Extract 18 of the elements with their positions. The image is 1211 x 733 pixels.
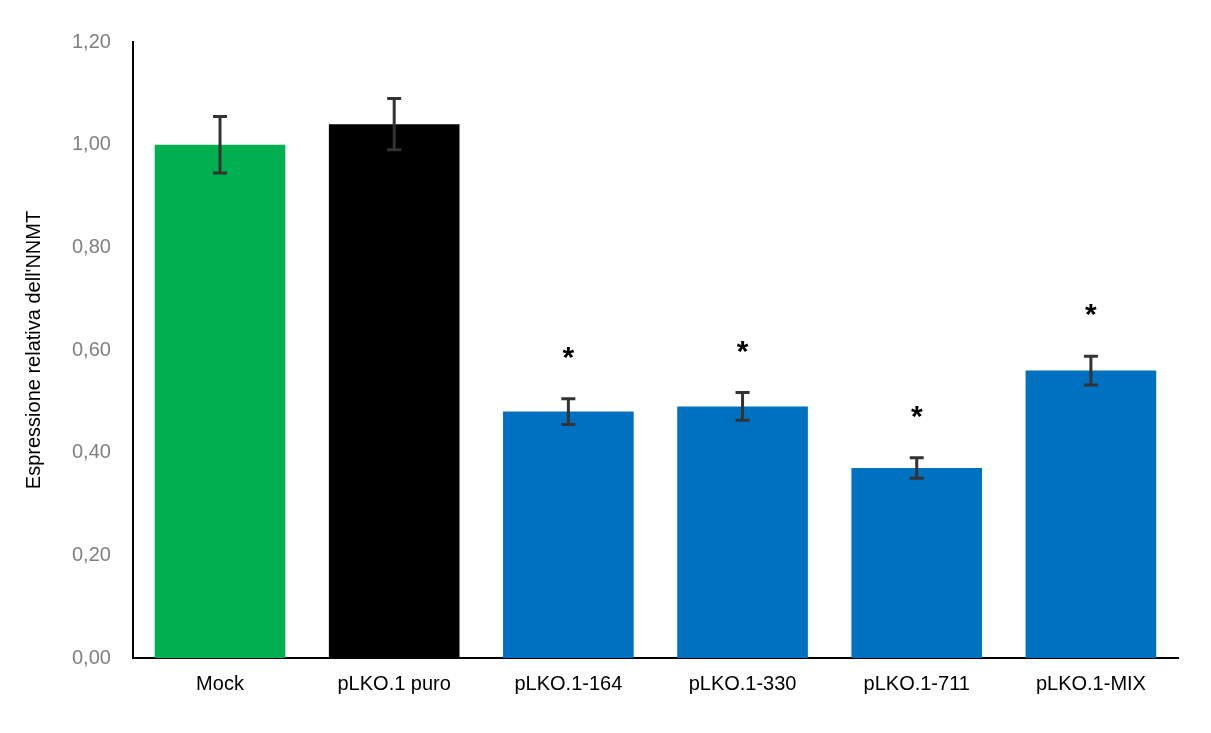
annotation: * xyxy=(736,333,749,367)
y-axis-title: Espressione relativa dell'NNMT xyxy=(21,210,44,490)
y-tick-label: 1,00 xyxy=(71,132,111,155)
y-tick-label: 0,80 xyxy=(71,234,111,257)
annotation: * xyxy=(562,340,575,374)
x-tick-label: pLKO.1-164 xyxy=(514,671,623,694)
x-tick-label: Mock xyxy=(196,671,245,694)
x-tick-label: pLKO.1-330 xyxy=(688,671,797,694)
annotation: * xyxy=(1085,297,1098,331)
y-tick-label: 0,60 xyxy=(71,337,111,360)
x-tick-label: pLKO.1 puro xyxy=(337,671,451,694)
x-tick-label: pLKO.1-MIX xyxy=(1035,671,1146,694)
y-tick-label: 0,20 xyxy=(71,542,111,565)
y-tick-label: 1,20 xyxy=(71,29,111,52)
x-tick-label: pLKO.1-711 xyxy=(863,671,970,694)
y-tick-label: 0,00 xyxy=(71,645,111,668)
y-tick-label: 0,40 xyxy=(71,440,111,463)
annotation: * xyxy=(910,399,923,433)
